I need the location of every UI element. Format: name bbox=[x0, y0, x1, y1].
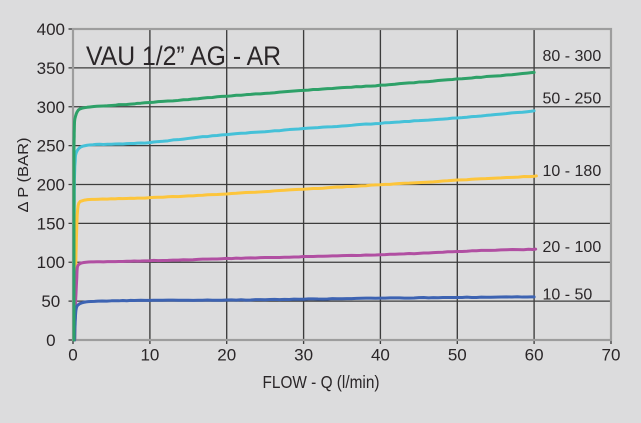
svg-text:0: 0 bbox=[46, 331, 55, 350]
svg-text:FLOW - Q (l/min): FLOW - Q (l/min) bbox=[263, 372, 380, 392]
svg-text:20: 20 bbox=[217, 346, 236, 365]
svg-text:50: 50 bbox=[41, 292, 60, 311]
svg-text:10 - 180: 10 - 180 bbox=[543, 163, 602, 180]
svg-text:250: 250 bbox=[37, 137, 65, 156]
svg-text:Δ P (BAR): Δ P (BAR) bbox=[15, 137, 32, 212]
svg-text:150: 150 bbox=[37, 214, 65, 233]
svg-text:50: 50 bbox=[448, 346, 467, 365]
svg-text:100: 100 bbox=[37, 253, 65, 272]
svg-text:70: 70 bbox=[602, 346, 621, 365]
svg-text:VAU 1/2” AG - AR: VAU 1/2” AG - AR bbox=[86, 41, 281, 71]
svg-text:300: 300 bbox=[37, 98, 65, 117]
svg-text:80 - 300: 80 - 300 bbox=[543, 48, 602, 65]
svg-text:200: 200 bbox=[37, 176, 65, 195]
svg-text:400: 400 bbox=[37, 20, 65, 39]
svg-text:60: 60 bbox=[525, 346, 544, 365]
svg-text:40: 40 bbox=[371, 346, 390, 365]
svg-text:0: 0 bbox=[68, 346, 77, 365]
svg-text:20 - 100: 20 - 100 bbox=[543, 239, 602, 256]
svg-text:350: 350 bbox=[37, 59, 65, 78]
svg-text:50 - 250: 50 - 250 bbox=[543, 90, 602, 107]
svg-text:30: 30 bbox=[294, 346, 313, 365]
svg-text:10 - 50: 10 - 50 bbox=[543, 286, 593, 303]
svg-text:10: 10 bbox=[140, 346, 159, 365]
